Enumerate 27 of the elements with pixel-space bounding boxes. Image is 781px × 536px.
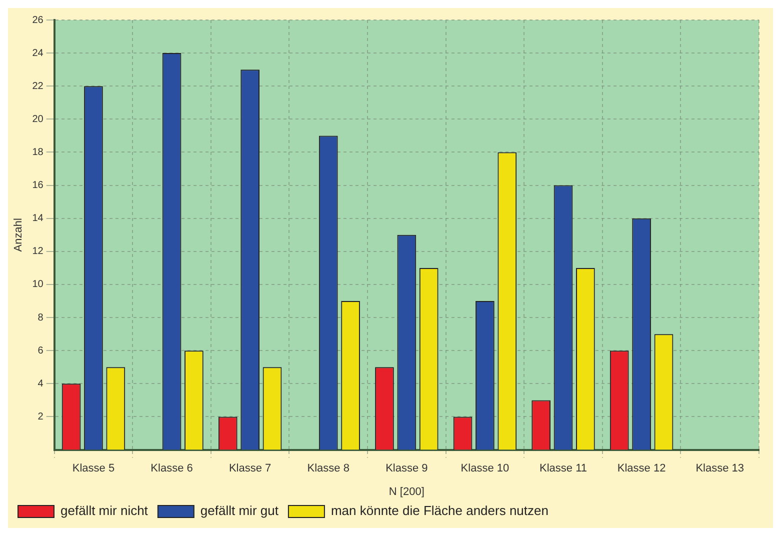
text: N [200] [388, 486, 424, 498]
y-tick-label: 2 [38, 411, 44, 422]
y-tick-label: 24 [32, 48, 44, 59]
y-tick-label: 26 [32, 14, 44, 26]
x-tick-label: Klasse 9 [386, 462, 428, 474]
y-tick-label: 6 [38, 345, 44, 356]
y-tick-label: 18 [32, 146, 44, 158]
x-tick-label: Klasse 6 [150, 462, 193, 474]
x-tick-label: Klasse 7 [228, 462, 272, 474]
x-tick-label: Klasse 13 [696, 462, 744, 474]
x-tick-label: Klasse 8 [307, 462, 350, 474]
y-tick-label: 4 [38, 378, 44, 390]
y-tick-label: 12 [32, 246, 44, 258]
y-tick-label: 22 [32, 80, 44, 92]
legend-label: man könnte die Fläche anders nutzen [330, 503, 548, 518]
x-tick-label: Klasse 5 [72, 462, 115, 474]
x-tick-label: Klasse 12 [617, 462, 666, 474]
y-tick-label: 14 [32, 213, 44, 224]
y-tick-label: 16 [32, 180, 44, 192]
y-tick-label: 8 [38, 312, 44, 324]
y-axis-title: Anzahl [12, 218, 25, 252]
x-tick-label: Klasse 10 [460, 462, 510, 474]
y-tick-label: 10 [32, 279, 44, 290]
legend-label: gefällt mir gut [200, 503, 279, 518]
legend-label: gefällt mir nicht [60, 503, 148, 518]
y-tick-label: 20 [32, 114, 44, 125]
x-tick-label: Klasse 11 [540, 462, 588, 474]
